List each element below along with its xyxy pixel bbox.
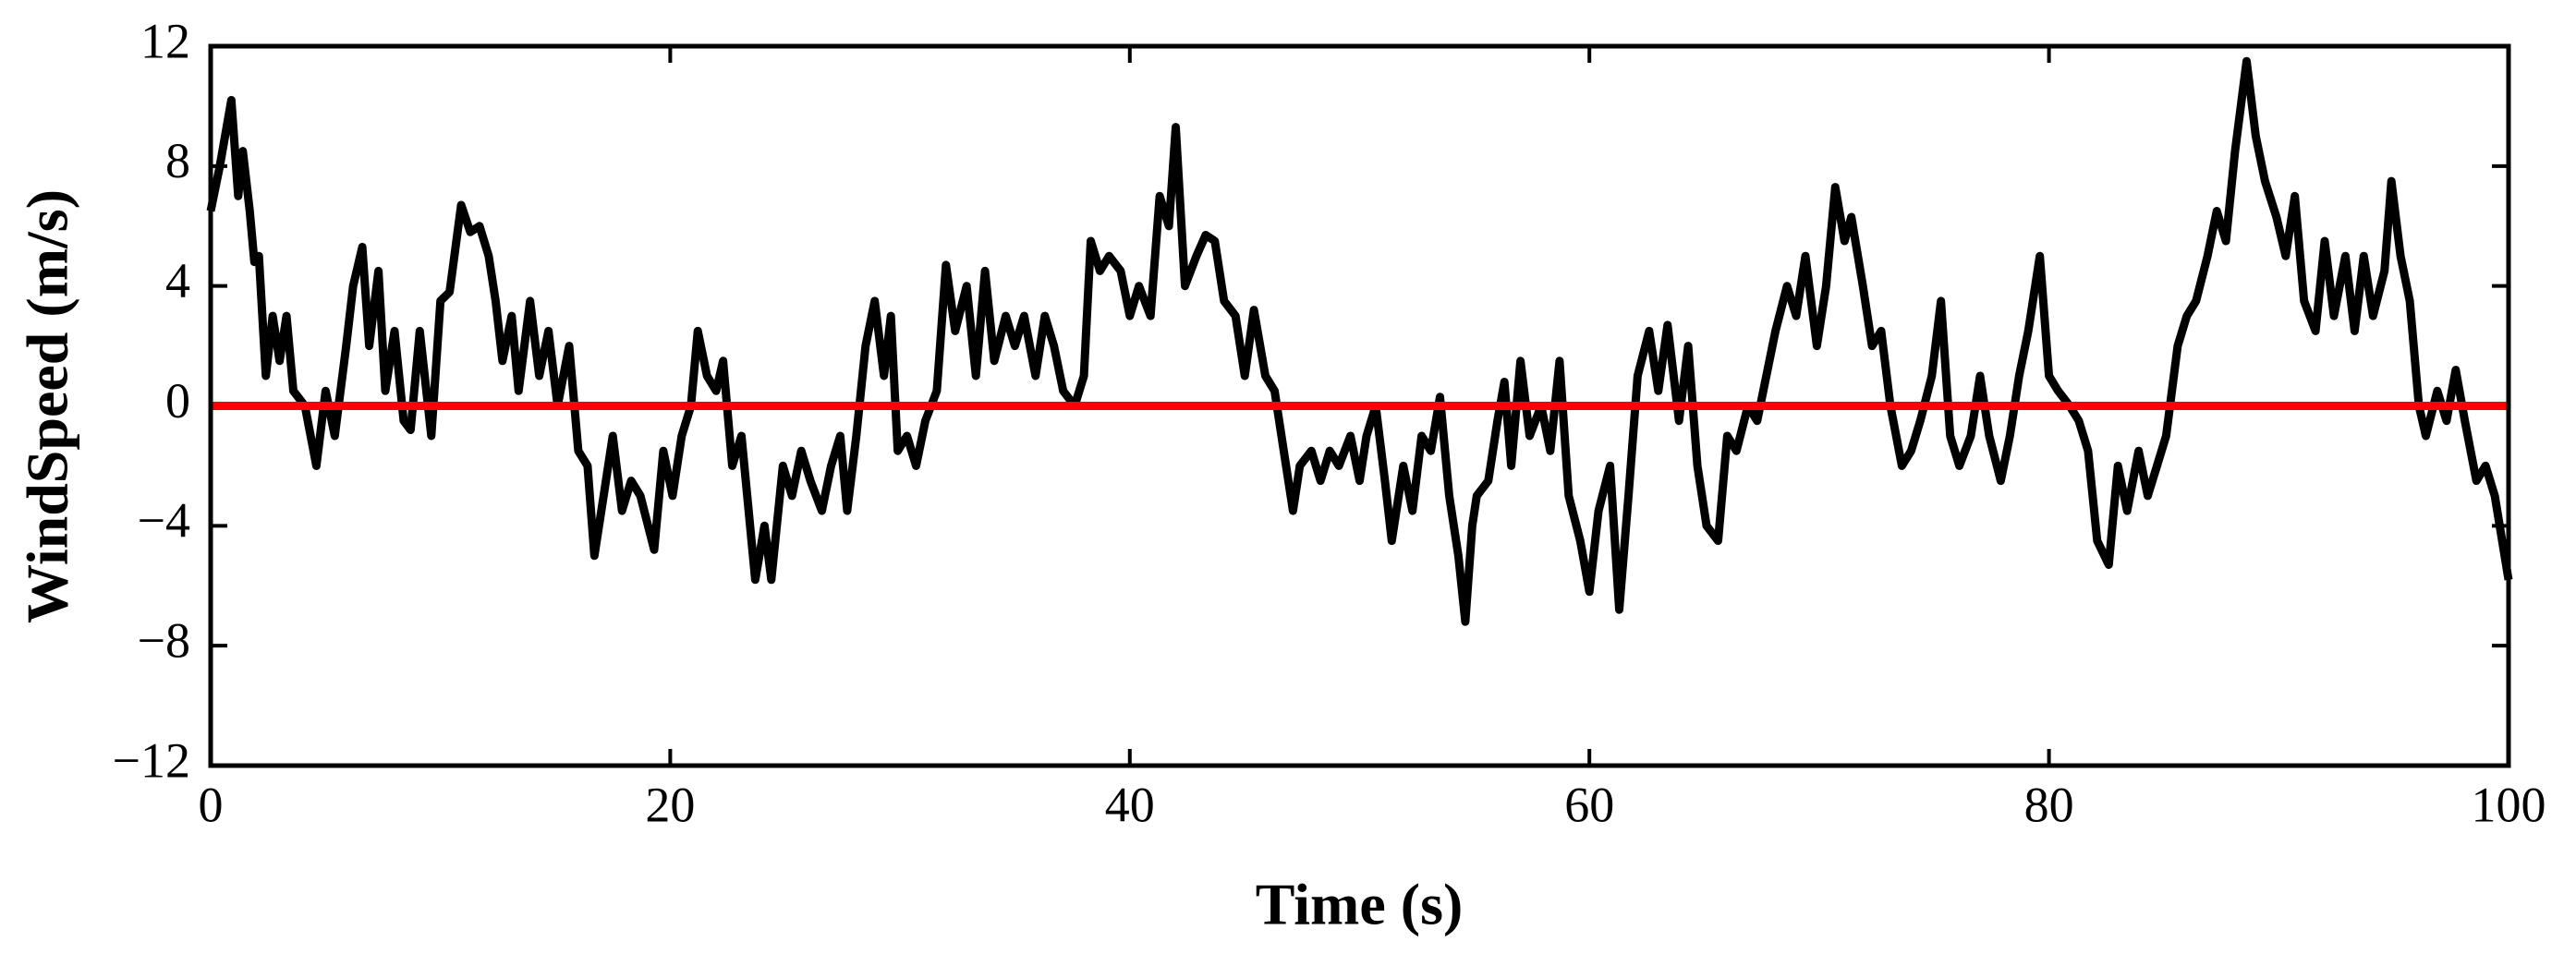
y-tick-label: −8: [138, 613, 190, 669]
y-tick-label: 0: [165, 373, 190, 429]
x-axis-title: Time (s): [1256, 872, 1464, 937]
x-tick-label: 80: [2024, 777, 2074, 832]
y-tick-label: −4: [138, 493, 190, 549]
y-tick-label: 4: [165, 253, 190, 308]
x-tick-label: 20: [645, 777, 695, 832]
y-tick-label: 12: [140, 13, 190, 68]
plot-frame: [208, 43, 2511, 768]
y-tick-label: 8: [165, 133, 190, 188]
x-tick-label: 60: [1564, 777, 1614, 832]
y-axis-title: WindSpeed (m/s): [15, 189, 80, 623]
x-tick-label: 40: [1105, 777, 1155, 832]
y-tick-label: −12: [113, 732, 190, 788]
x-tick-label: 0: [199, 777, 224, 832]
x-tick-label: 100: [2472, 777, 2546, 832]
data-line: [206, 56, 2513, 626]
